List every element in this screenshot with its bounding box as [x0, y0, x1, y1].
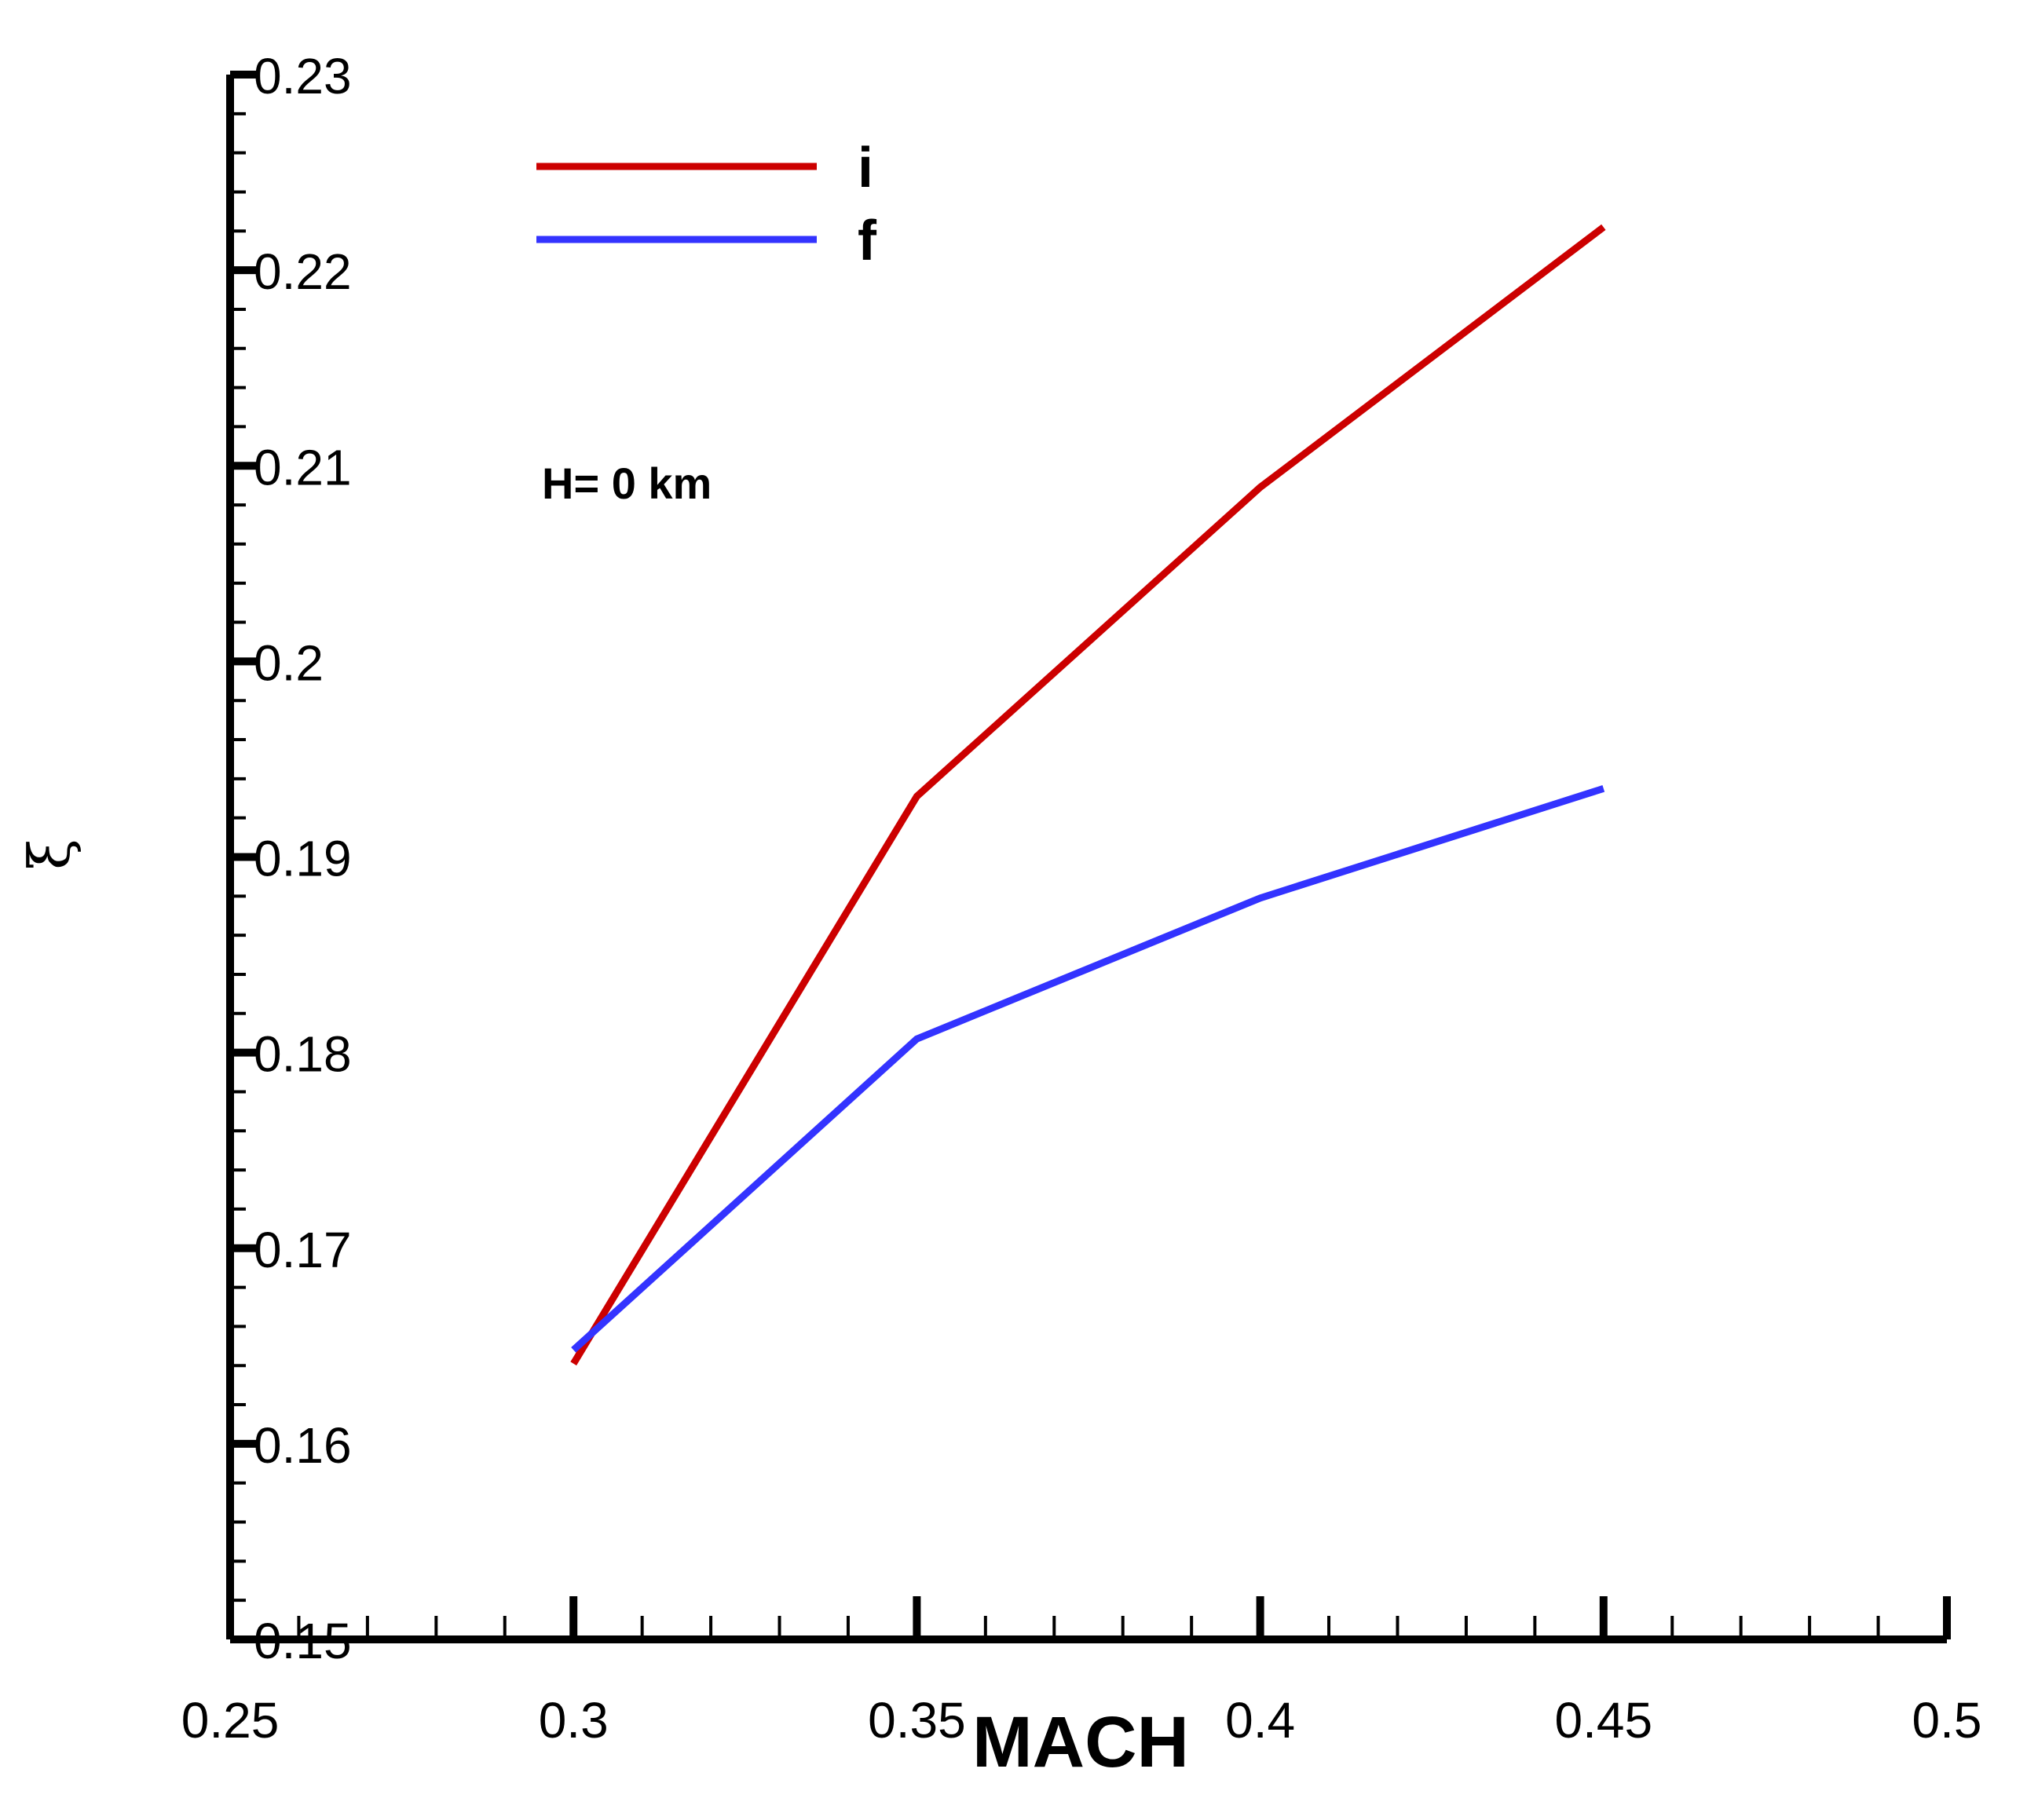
- y-tick-label: 0.19: [254, 831, 352, 887]
- series-f-point: [1603, 788, 1604, 789]
- series-f-line: [571, 785, 1605, 1353]
- x-tick-label: 0.3: [539, 1692, 609, 1749]
- legend: if: [536, 137, 877, 272]
- y-tick-label: 0.17: [254, 1222, 352, 1278]
- series-i-point: [916, 795, 917, 797]
- y-tick-label: 0.23: [254, 48, 352, 104]
- x-tick-label: 0.4: [1225, 1692, 1295, 1749]
- legend-label-f: f: [858, 210, 877, 272]
- x-axis-title: MACH: [972, 1702, 1189, 1782]
- y-axis-title: ξ: [16, 839, 82, 870]
- legend-label-i: i: [858, 137, 873, 199]
- series-i-point: [1603, 226, 1604, 228]
- series-f-point: [573, 1349, 574, 1350]
- series-i-point: [573, 1363, 574, 1365]
- y-tick-label: 0.21: [254, 439, 352, 495]
- annotation-label: H= 0 km: [542, 459, 712, 508]
- series-f-point: [916, 1038, 917, 1040]
- x-tick-label: 0.5: [1912, 1692, 1982, 1749]
- y-tick-label: 0.18: [254, 1026, 352, 1083]
- y-tick-label: 0.15: [254, 1613, 352, 1669]
- series-f-point: [1260, 897, 1261, 899]
- x-tick-label: 0.25: [181, 1692, 280, 1749]
- y-tick-label: 0.22: [254, 243, 352, 300]
- y-tick-label: 0.16: [254, 1417, 352, 1474]
- series-i-point: [1260, 487, 1261, 488]
- series-layer: [570, 224, 1606, 1366]
- x-tick-label: 0.45: [1555, 1692, 1653, 1749]
- y-tick-label: 0.2: [254, 634, 324, 691]
- x-tick-label: 0.35: [868, 1692, 966, 1749]
- series-i-line: [570, 224, 1606, 1366]
- axes: 0.25 0.3 0.35 0.4 0.45 0.5 0.15 0.16 0.17 0.18 0.1…: [181, 48, 1982, 1749]
